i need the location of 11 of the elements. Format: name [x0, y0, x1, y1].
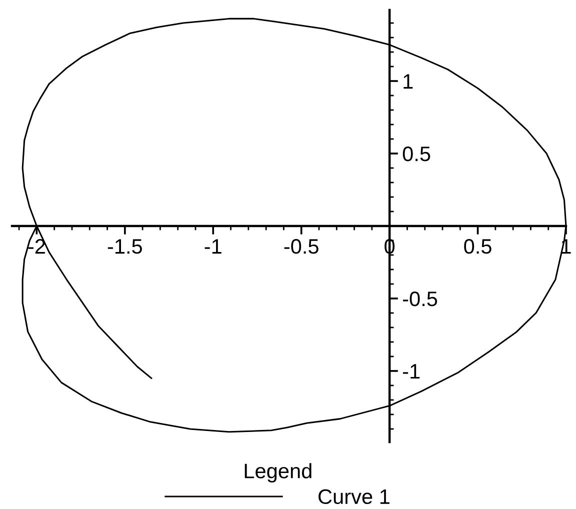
x-tick-label: -1.5 — [108, 239, 142, 254]
text: Curve 1 — [318, 489, 390, 504]
y-tick-label: -1 — [402, 364, 420, 379]
x-tick-label: -0.5 — [284, 239, 318, 254]
legend-title: Legend — [244, 463, 312, 482]
y-tick-label: -0.5 — [402, 291, 438, 306]
y-tick-label: 0.5 — [402, 146, 430, 162]
x-tick-label: 0.5 — [464, 239, 492, 254]
x-tick-label: -2 — [28, 239, 45, 254]
y-tick-label: 1 — [404, 74, 413, 89]
x-tick-label: -1 — [204, 239, 222, 254]
